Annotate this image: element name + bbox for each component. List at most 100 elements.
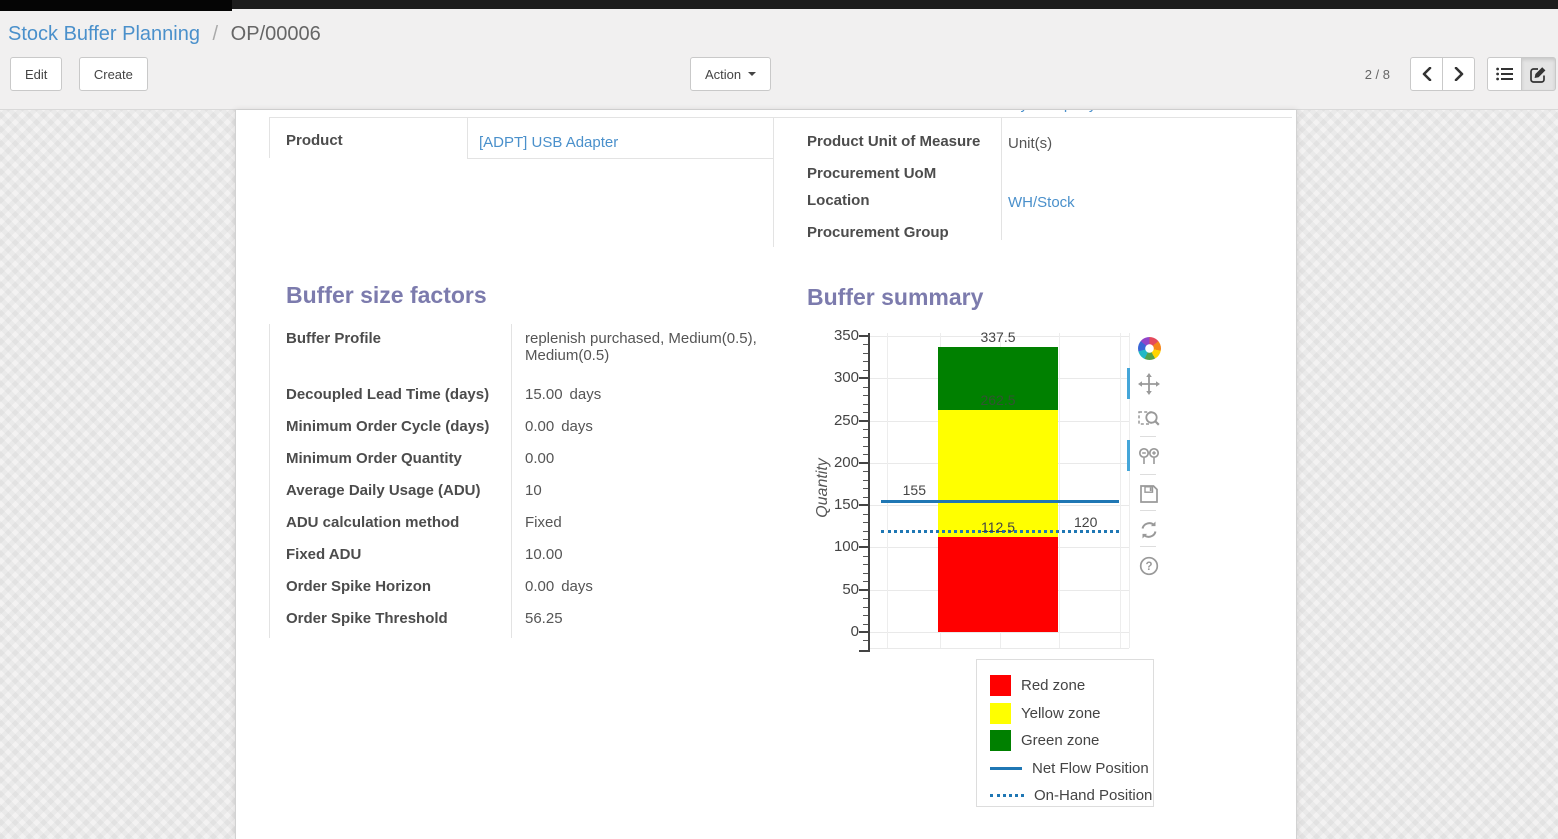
line-value-label: 155: [902, 481, 926, 498]
edit-button[interactable]: Edit: [10, 57, 63, 91]
legend-item[interactable]: On-Hand Position: [990, 782, 1153, 810]
zone-green-zone: [938, 346, 1058, 410]
y-axis-line: [868, 333, 870, 652]
reset-chart-icon[interactable]: [1137, 518, 1161, 542]
divider: [269, 117, 270, 158]
next-page-button[interactable]: [1442, 57, 1475, 91]
y-minor-tick: [863, 581, 868, 583]
save-chart-icon[interactable]: [1137, 482, 1161, 506]
box-zoom-icon[interactable]: [1137, 406, 1161, 430]
field-label-procurement-uom: Procurement UoM: [807, 165, 937, 182]
y-minor-tick: [863, 369, 868, 371]
bar-value-label: 112.5: [981, 518, 1015, 535]
legend-item[interactable]: Net Flow Position: [990, 755, 1153, 783]
y-minor-tick: [863, 437, 868, 439]
field-row: Buffer Profile replenish purchased, Mediu…: [286, 326, 766, 382]
y-minor-tick: [863, 361, 868, 363]
field-value-location[interactable]: WH/Stock: [1008, 194, 1075, 211]
field-row: Minimum Order Quantity 0.00: [286, 446, 766, 478]
field-label: Fixed ADU: [286, 546, 362, 563]
y-major-tick: [859, 504, 868, 507]
prev-page-button[interactable]: [1410, 57, 1443, 91]
legend-label: Yellow zone: [1021, 704, 1101, 722]
field-value: 56.25: [525, 610, 563, 627]
y-minor-tick: [863, 412, 868, 414]
divider: [269, 117, 1292, 118]
list-view-button[interactable]: [1487, 57, 1522, 91]
field-value: 15.00 days: [525, 386, 602, 403]
field-value: 10: [525, 482, 542, 499]
breadcrumb-parent-link[interactable]: Stock Buffer Planning: [8, 23, 200, 45]
y-minor-tick: [863, 513, 868, 515]
y-major-tick: [859, 588, 868, 591]
svg-text:?: ?: [1145, 561, 1152, 573]
field-unit-suffix: days: [561, 578, 593, 595]
field-label: Order Spike Threshold: [286, 610, 448, 627]
action-caret-icon: [748, 72, 757, 76]
divider: [269, 324, 270, 638]
field-value: 10.00: [525, 546, 563, 563]
y-minor-tick: [863, 496, 868, 498]
y-minor-tick: [863, 598, 868, 600]
y-minor-tick: [863, 395, 868, 397]
control-panel: Stock Buffer Planning / OP/00006 Edit Cr…: [0, 9, 1558, 110]
field-value: 0.00: [525, 450, 555, 467]
plotly-logo-icon[interactable]: [1137, 336, 1161, 360]
divider: [467, 158, 773, 159]
help-icon[interactable]: ?: [1137, 554, 1161, 578]
legend-item[interactable]: Yellow zone: [990, 700, 1153, 728]
divider: [1001, 117, 1002, 240]
field-value-product[interactable]: [ADPT] USB Adapter: [479, 134, 619, 151]
y-major-tick: [859, 377, 868, 380]
y-minor-tick: [863, 530, 868, 532]
breadcrumb-current: OP/00006: [230, 23, 321, 45]
field-label: Buffer Profile: [286, 330, 382, 347]
y-minor-tick: [863, 429, 868, 431]
modebar-active-indicator: [1127, 440, 1130, 471]
field-value: 0.00 days: [525, 578, 593, 595]
modebar-active-indicator: [1127, 368, 1130, 399]
top-nav-bar: [0, 0, 1558, 11]
buffer-size-factors-table: Buffer Profile replenish purchased, Mediu…: [286, 326, 766, 638]
pager: 2 / 8: [1365, 57, 1556, 91]
clipped-field-value[interactable]: My Company: [1008, 110, 1096, 116]
zoom-in-out-icon[interactable]: [1137, 444, 1161, 468]
legend-swatch: [990, 730, 1011, 752]
y-axis-title: Quantity: [814, 458, 831, 518]
modebar-divider: [1140, 474, 1156, 475]
y-major-tick: [859, 335, 868, 337]
create-button[interactable]: Create: [78, 57, 148, 91]
y-minor-tick: [863, 640, 868, 642]
breadcrumb: Stock Buffer Planning / OP/00006: [0, 9, 1558, 46]
y-tick-label: 150: [833, 496, 859, 514]
x-gridline: [887, 333, 888, 648]
pan-icon[interactable]: [1137, 372, 1161, 396]
legend-swatch: [990, 702, 1011, 724]
field-label: ADU calculation method: [286, 514, 460, 531]
legend-item[interactable]: Green zone: [990, 727, 1153, 755]
y-minor-tick: [863, 403, 868, 405]
y-major-tick: [859, 631, 868, 633]
y-tick-label: 100: [833, 538, 859, 556]
legend-swatch: [990, 794, 1024, 798]
modebar-divider: [1140, 510, 1156, 511]
field-label-procurement-group: Procurement Group: [807, 224, 949, 241]
modebar-divider: [1140, 546, 1156, 547]
y-tick-label: 300: [833, 369, 859, 387]
y-tick-label: 0: [850, 623, 859, 640]
y-minor-tick: [863, 555, 868, 557]
form-view-button[interactable]: [1521, 57, 1556, 91]
field-row: Average Daily Usage (ADU) 10: [286, 478, 766, 510]
y-tick-label: 350: [833, 327, 859, 344]
field-value[interactable]: replenish purchased, Medium(0.5), Medium…: [525, 330, 757, 364]
field-value[interactable]: Fixed: [525, 514, 562, 531]
y-gridline: [869, 420, 1129, 422]
y-major-tick: [859, 461, 868, 464]
y-minor-tick: [863, 522, 868, 524]
y-major-tick: [859, 419, 868, 422]
legend-swatch: [990, 675, 1011, 697]
chevron-left-icon: [1422, 67, 1431, 81]
legend-label: Red zone: [1021, 677, 1086, 695]
legend-item[interactable]: Red zone: [990, 672, 1153, 700]
action-dropdown-button[interactable]: Action: [690, 57, 772, 91]
